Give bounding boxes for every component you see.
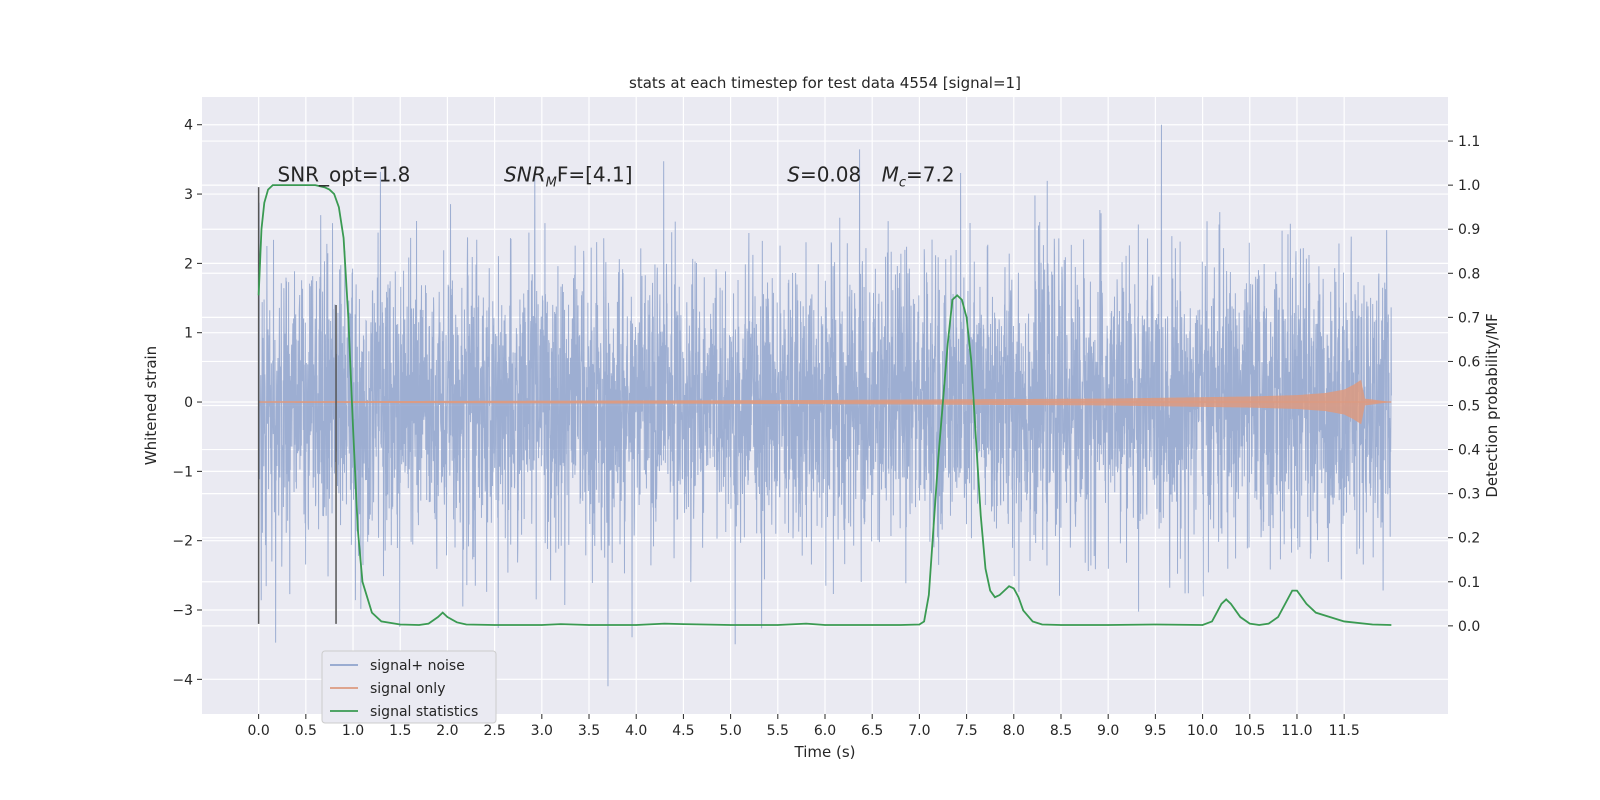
y2-tick-label: 0.7 [1458, 310, 1480, 326]
series-signal-statistics-line [257, 184, 1392, 626]
x-tick-label: 11.5 [1329, 723, 1360, 739]
y2-tick-label: 0.3 [1458, 487, 1480, 503]
y-tick-label: 4 [184, 118, 193, 134]
annotation-text: Mc=7.2 [882, 163, 955, 191]
x-tick-label: 6.5 [861, 723, 883, 739]
y2-tick-label: 0.6 [1458, 354, 1480, 370]
y2-tick-label: 1.1 [1458, 134, 1480, 150]
y-tick-label: −2 [172, 534, 193, 550]
x-tick-label: 10.0 [1187, 723, 1218, 739]
x-axis-ticks: 0.0 0.5 1.0 1.5 2.0 2.5 3.0 3.5 4.0 4.5 5.0 5.5 6.0 6… [248, 714, 1360, 739]
y2-axis-label: Detection probability/MF [1483, 313, 1501, 497]
x-tick-label: 1.0 [342, 723, 364, 739]
x-tick-label: 5.0 [719, 723, 741, 739]
annotation-text: SNRMF=[4.1] [504, 163, 632, 191]
legend-label: signal only [370, 681, 445, 697]
x-tick-label: 0.0 [248, 723, 270, 739]
y-tick-label: 0 [184, 395, 193, 411]
annotation-subscript: M [546, 176, 557, 191]
y-tick-label: 2 [184, 256, 193, 272]
x-tick-label: 9.0 [1097, 723, 1119, 739]
annotation-rest: =7.2 [906, 163, 955, 187]
x-tick-label: 4.0 [625, 723, 647, 739]
y2-tick-label: 0.2 [1458, 531, 1480, 547]
y-tick-label: 3 [184, 187, 193, 203]
plot-content [257, 124, 1392, 687]
x-tick-label: 3.0 [531, 723, 553, 739]
x-tick-label: 1.5 [389, 723, 411, 739]
vertical-lines [257, 187, 337, 624]
annotation-rest: =0.08 [800, 163, 861, 187]
y-tick-label: −1 [172, 464, 193, 480]
legend-box [321, 650, 497, 724]
y2-tick-label: 0.8 [1458, 266, 1480, 282]
x-tick-label: 6.0 [814, 723, 836, 739]
y2-tick-label: 0.0 [1458, 619, 1480, 635]
annotation-main: M [882, 163, 899, 187]
y2-tick-label: 0.1 [1458, 575, 1480, 591]
x-tick-label: 7.0 [908, 723, 930, 739]
x-tick-label: 7.5 [955, 723, 977, 739]
legend-label: signal+ noise [370, 658, 465, 674]
annotation-subscript: c [899, 176, 906, 191]
chart-title: stats at each timestep for test data 455… [629, 74, 1021, 92]
x-tick-label: 2.5 [483, 723, 505, 739]
y-tick-label: 1 [184, 326, 193, 342]
y2-tick-label: 0.5 [1458, 399, 1480, 415]
annotation-text: SNR_opt=1.8 [278, 163, 411, 187]
annotation-rest: F=[4.1] [557, 163, 633, 187]
x-axis-label: Time (s) [794, 743, 856, 761]
y2-tick-label: 1.0 [1458, 178, 1480, 194]
annotation-text: S=0.08 [787, 163, 861, 187]
y-tick-label: −4 [172, 672, 193, 688]
y-axis-label: Whitened strain [142, 346, 160, 465]
y-tick-label: −3 [172, 603, 193, 619]
legend: signal+ noise signal only signal statistic… [321, 650, 497, 724]
x-tick-label: 10.5 [1234, 723, 1265, 739]
x-tick-label: 5.5 [767, 723, 789, 739]
x-tick-label: 3.5 [578, 723, 600, 739]
x-tick-label: 11.0 [1281, 723, 1312, 739]
annotation-main: S [787, 163, 800, 187]
annotation-main: SNR [504, 163, 546, 187]
y-axis-ticks: −4 −3 −2 −1 0 1 2 3 4 [172, 118, 202, 688]
x-tick-label: 8.5 [1050, 723, 1072, 739]
x-tick-label: 2.0 [436, 723, 458, 739]
y2-tick-label: 0.9 [1458, 222, 1480, 238]
x-tick-label: 9.5 [1144, 723, 1166, 739]
annotations: SNR_opt=1.8 SNRMF=[4.1] S=0.08 Mc=7.2 [278, 163, 955, 191]
y2-tick-label: 0.4 [1458, 443, 1480, 459]
legend-label: signal statistics [370, 704, 478, 720]
x-tick-label: 4.5 [672, 723, 694, 739]
x-tick-label: 0.5 [295, 723, 317, 739]
x-tick-label: 8.0 [1003, 723, 1025, 739]
y2-axis-ticks: 0.0 0.1 0.2 0.3 0.4 0.5 0.6 0.7 0.8 0.9 1.0 1.1 [1448, 134, 1480, 635]
